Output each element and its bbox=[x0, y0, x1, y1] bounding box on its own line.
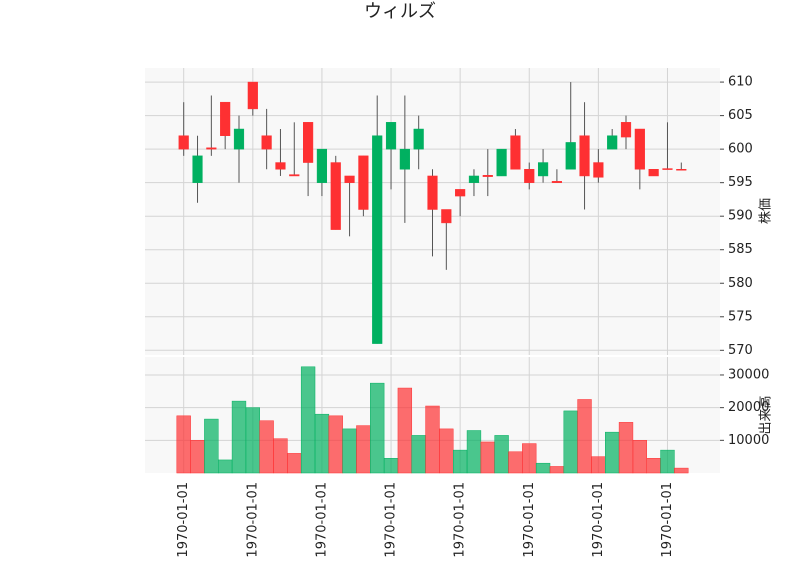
volume-bar bbox=[176, 415, 191, 474]
volume-bar bbox=[328, 415, 343, 474]
volume-bar bbox=[646, 458, 661, 474]
candle-body bbox=[676, 169, 687, 171]
candle-body bbox=[648, 169, 659, 177]
volume-bar bbox=[273, 438, 288, 474]
x-tick-label: 1970-01-01 bbox=[384, 482, 399, 558]
candle-body bbox=[441, 209, 452, 224]
candle-body bbox=[551, 181, 562, 183]
candle-body bbox=[192, 155, 203, 183]
candle-body bbox=[316, 148, 328, 183]
volume-bar bbox=[314, 413, 330, 474]
volume-tick-label: 30000 bbox=[728, 367, 769, 382]
candle-body bbox=[303, 122, 314, 163]
y-tick-label: 610 bbox=[728, 75, 753, 90]
x-tick-label: 1970-01-01 bbox=[176, 482, 191, 558]
volume-bar bbox=[480, 441, 495, 474]
volume-bar bbox=[439, 428, 454, 474]
x-tick-label: 1970-01-01 bbox=[660, 482, 675, 558]
candle-body bbox=[344, 175, 355, 183]
candle-body bbox=[289, 174, 300, 177]
candle-body bbox=[607, 135, 618, 150]
volume-bar bbox=[370, 382, 385, 474]
candle-body bbox=[233, 128, 245, 150]
volume-bar bbox=[204, 418, 219, 474]
candle-body bbox=[372, 135, 383, 344]
candle-body bbox=[537, 162, 549, 177]
volume-bar bbox=[397, 387, 413, 474]
volume-bar bbox=[287, 453, 302, 474]
volume-bar bbox=[466, 430, 482, 474]
volume-bar bbox=[674, 467, 689, 474]
y-tick-label: 590 bbox=[728, 209, 753, 224]
y-tick-label: 580 bbox=[728, 276, 753, 291]
volume-bar bbox=[383, 458, 399, 474]
volume-bar bbox=[356, 425, 371, 474]
volume-tick-label: 20000 bbox=[728, 400, 769, 415]
candle-body bbox=[220, 101, 231, 136]
y-tick-label: 585 bbox=[728, 242, 753, 257]
candle-body bbox=[413, 128, 424, 150]
y-tick-label: 595 bbox=[728, 175, 753, 190]
volume-bar bbox=[549, 466, 565, 474]
x-tick-label: 1970-01-01 bbox=[522, 482, 537, 558]
volume-bar bbox=[300, 366, 316, 474]
candle-body bbox=[178, 135, 189, 150]
volume-bar bbox=[632, 440, 647, 474]
candle-body bbox=[579, 135, 590, 177]
candle-body bbox=[634, 128, 645, 170]
volume-bar bbox=[660, 449, 675, 474]
volume-bar bbox=[190, 440, 205, 474]
volume-axis-label: 出来高 bbox=[758, 395, 774, 434]
volume-bar bbox=[411, 435, 426, 474]
volume-bar bbox=[259, 420, 274, 474]
y-tick-label: 600 bbox=[728, 142, 753, 157]
volume-bar bbox=[342, 428, 357, 474]
candle-body bbox=[496, 148, 507, 177]
x-tick-label: 1970-01-01 bbox=[591, 482, 606, 558]
volume-bar bbox=[535, 462, 551, 474]
candle-body bbox=[468, 175, 480, 183]
volume-bar bbox=[231, 400, 247, 474]
candle-body bbox=[275, 162, 286, 170]
volume-bar bbox=[218, 459, 233, 474]
y-axis-label: 株価 bbox=[759, 198, 774, 224]
candle-body bbox=[524, 169, 535, 183]
y-tick-label: 570 bbox=[728, 343, 753, 358]
candle-body bbox=[620, 122, 632, 138]
volume-bar bbox=[452, 449, 468, 474]
volume-bar bbox=[494, 435, 509, 474]
volume-bar bbox=[522, 443, 537, 474]
y-tick-label: 575 bbox=[728, 309, 753, 324]
candle-body bbox=[399, 148, 410, 170]
volume-bar bbox=[618, 422, 634, 474]
candle-body bbox=[330, 162, 341, 230]
candle-body bbox=[358, 155, 369, 210]
candle-body bbox=[455, 189, 466, 197]
candle-body bbox=[385, 122, 397, 150]
volume-bar bbox=[577, 399, 592, 474]
x-tick-label: 1970-01-01 bbox=[314, 482, 329, 558]
volume-bar bbox=[591, 456, 606, 474]
volume-tick-label: 10000 bbox=[728, 433, 769, 448]
candle-body bbox=[510, 135, 521, 170]
candle-body bbox=[247, 81, 258, 110]
candle-body bbox=[427, 175, 438, 210]
y-tick-label: 605 bbox=[728, 108, 753, 123]
candle-body bbox=[482, 175, 493, 177]
candle-body bbox=[662, 168, 673, 170]
candle-body bbox=[206, 147, 217, 150]
candle-body bbox=[565, 142, 576, 170]
candle-body bbox=[261, 135, 272, 150]
volume-bar bbox=[605, 431, 620, 474]
chart-title: ウィルズ bbox=[364, 1, 436, 22]
x-tick-label: 1970-01-01 bbox=[453, 482, 468, 558]
volume-bar bbox=[245, 407, 260, 474]
candle-body bbox=[593, 162, 604, 178]
volume-bar bbox=[425, 405, 440, 474]
volume-bar bbox=[563, 410, 578, 474]
volume-bar bbox=[508, 451, 523, 474]
x-tick-label: 1970-01-01 bbox=[245, 482, 260, 558]
